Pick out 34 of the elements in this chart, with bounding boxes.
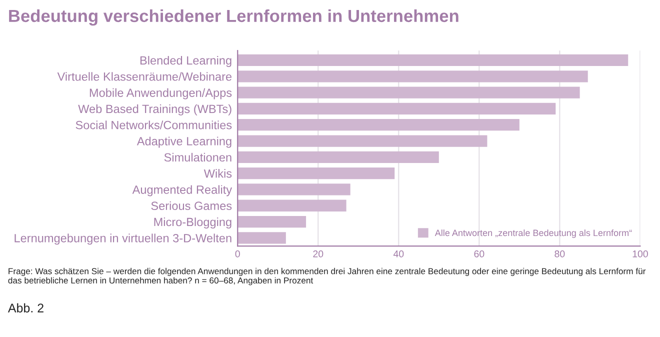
bar <box>238 86 580 98</box>
text: Frage: Was schätzen Sie – werden die folgenden Anwendungen in den kommenden drei Jahren eine zentrale Bedeutung oder eine geringe Bedeutung als Lernform für das betriebliche Lernen in Unternehmen haben? n = 60–68, Angaben in Prozent <box>8 268 646 286</box>
bar <box>238 102 556 115</box>
y-tick-label: Adaptive Learning <box>136 136 232 148</box>
y-tick-label: Serious Games <box>151 201 232 210</box>
y-tick-label: Lernumgebungen in virtuellen 3-D-Welten <box>14 234 232 245</box>
bar <box>238 200 346 212</box>
y-tick-label: Simulationen <box>164 152 232 162</box>
bar <box>238 168 395 180</box>
y-tick-label: Social Networks/Communities <box>76 120 232 130</box>
y-tick-label: Wikis <box>204 169 232 178</box>
caption: Abb. 2 <box>8 303 44 312</box>
y-tick-label: Web Based Trainings (WBTs) <box>78 104 232 116</box>
chart-title: Bedeutung verschiedener Lernformen in Unternehmen <box>9 9 458 26</box>
x-tick-label: 0 <box>235 250 240 258</box>
bar <box>238 232 286 244</box>
x-tick-label: 20 <box>313 250 324 258</box>
bar <box>238 135 488 147</box>
bar <box>238 70 588 82</box>
x-tick-label: 40 <box>393 250 404 258</box>
y-tick-label: Virtuelle Klassenräume/Webinare <box>57 72 232 81</box>
bar <box>238 184 350 196</box>
bar <box>238 54 628 66</box>
bar <box>238 216 306 228</box>
y-tick-label: Micro-Blogging <box>154 218 232 229</box>
x-tick-label: 80 <box>554 250 565 258</box>
y-tick-label: Mobile Anwendungen/Apps <box>90 88 232 100</box>
bar <box>238 119 520 131</box>
legend-label: Alle Antworten „zentrale Bedeutung als Lernform“ <box>434 229 632 238</box>
y-tick-label: Augmented Reality <box>132 185 232 196</box>
y-tick-label: Blended Learning <box>140 56 232 67</box>
x-tick-label: 100 <box>632 250 648 258</box>
x-tick-label: 60 <box>474 250 484 258</box>
bar <box>238 151 439 163</box>
